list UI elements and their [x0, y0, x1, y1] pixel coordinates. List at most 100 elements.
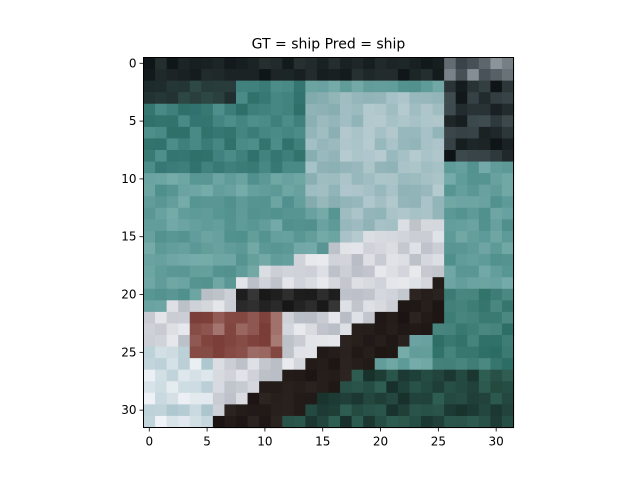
x-axis-ticks: 0 5 10 15 20 25 30	[145, 427, 504, 449]
image-pixel	[432, 335, 445, 348]
image-pixel	[270, 265, 283, 278]
image-pixel	[490, 219, 503, 232]
image-pixel	[397, 184, 411, 197]
image-pixel	[363, 173, 376, 186]
image-pixel	[374, 69, 387, 82]
image-pixel	[455, 242, 468, 255]
image-pixel	[212, 381, 226, 394]
image-pixel	[155, 80, 168, 93]
image-pixel	[374, 57, 387, 70]
image-pixel	[270, 80, 283, 93]
image-pixel	[467, 219, 480, 232]
image-pixel	[247, 57, 260, 70]
image-pixel	[189, 335, 202, 348]
image-pixel	[282, 254, 295, 267]
image-pixel	[224, 346, 237, 359]
image-pixel	[293, 115, 306, 128]
image-pixel	[386, 184, 399, 197]
image-pixel	[501, 126, 515, 140]
image-pixel	[201, 126, 214, 140]
image-pixel	[282, 92, 295, 105]
image-pixel	[421, 57, 434, 70]
image-pixel	[293, 300, 306, 313]
image-pixel	[340, 300, 353, 313]
image-pixel	[467, 173, 480, 186]
image-pixel	[455, 381, 468, 394]
image-pixel	[178, 219, 191, 232]
image-pixel	[444, 311, 457, 325]
image-pixel	[409, 358, 422, 371]
image-pixel	[316, 103, 330, 116]
image-pixel	[351, 288, 364, 301]
image-pixel	[316, 300, 330, 313]
image-pixel	[224, 254, 237, 267]
image-pixel	[363, 207, 376, 220]
image-pixel	[201, 415, 214, 429]
image-pixel	[397, 323, 411, 336]
image-pixel	[212, 358, 226, 371]
image-pixel	[386, 369, 399, 382]
image-pixel	[201, 265, 214, 278]
image-pixel	[247, 346, 260, 359]
image-pixel	[247, 288, 260, 301]
image-pixel	[236, 150, 249, 163]
image-pixel	[467, 80, 480, 93]
image-pixel	[478, 69, 491, 82]
image-pixel	[363, 92, 376, 105]
image-pixel	[155, 381, 168, 394]
image-pixel	[282, 369, 295, 382]
image-pixel	[178, 346, 191, 359]
image-pixel	[236, 69, 249, 82]
image-pixel	[328, 323, 341, 336]
image-pixel	[467, 254, 480, 267]
image-pixel	[293, 277, 306, 290]
image-pixel	[421, 346, 434, 359]
image-pixel	[236, 369, 249, 382]
image-pixel	[363, 392, 376, 405]
image-pixel	[247, 150, 260, 163]
image-pixel	[247, 311, 260, 325]
image-pixel	[351, 138, 364, 151]
image-pixel	[467, 369, 480, 382]
image-pixel	[351, 184, 364, 197]
image-pixel	[178, 138, 191, 151]
image-pixel	[432, 173, 445, 186]
image-pixel	[166, 300, 179, 313]
image-pixel	[282, 381, 295, 394]
image-pixel	[189, 230, 202, 244]
image-pixel	[490, 184, 503, 197]
image-pixel	[467, 115, 480, 128]
image-pixel	[316, 323, 330, 336]
y-tick-label: 10	[121, 172, 136, 186]
image-pixel	[178, 69, 191, 82]
image-pixel	[409, 335, 422, 348]
image-pixel	[236, 415, 249, 429]
image-pixel	[363, 196, 376, 209]
image-pixel	[270, 404, 283, 417]
image-pixel	[467, 138, 480, 151]
image-pixel	[247, 115, 260, 128]
image-pixel	[259, 277, 272, 290]
image-pixel	[421, 300, 434, 313]
image-pixel	[224, 69, 237, 82]
image-pixel	[386, 150, 399, 163]
image-pixel	[282, 335, 295, 348]
image-pixel	[259, 265, 272, 278]
image-pixel	[421, 230, 434, 244]
image-pixel	[316, 69, 330, 82]
image-pixel	[374, 115, 387, 128]
image-pixel	[374, 369, 387, 382]
image-pixel	[143, 300, 156, 313]
image-pixel	[340, 392, 353, 405]
image-pixel	[351, 358, 364, 371]
image-pixel	[201, 161, 214, 174]
image-pixel	[282, 242, 295, 255]
image-pixel	[490, 69, 503, 82]
image-pixel	[328, 288, 341, 301]
image-pixel	[478, 242, 491, 255]
image-pixel	[351, 381, 364, 394]
image-pixel	[178, 300, 191, 313]
image-pixel	[155, 242, 168, 255]
image-pixel	[397, 381, 411, 394]
